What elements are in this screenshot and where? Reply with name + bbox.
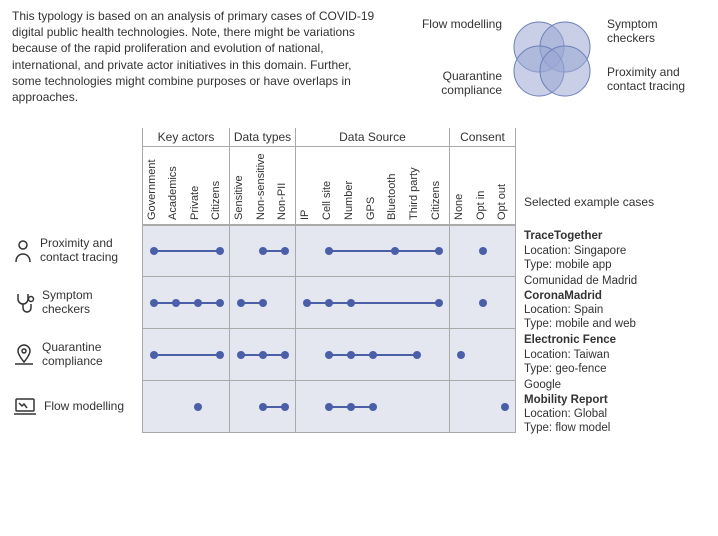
- row-label: Flow modelling: [12, 381, 142, 433]
- group-header: Consent: [450, 128, 516, 146]
- venn-diagram: Flow modelling Symptom checkers Quaranti…: [392, 8, 702, 118]
- typology-matrix: Key actorsData typesData SourceConsent G…: [12, 128, 706, 433]
- column-header: IP: [296, 147, 318, 224]
- data-dot: [150, 247, 158, 255]
- column-header: Citizens: [208, 147, 230, 224]
- table-row: Symptom checkers Comunidad de MadridCoron…: [12, 277, 706, 329]
- cell-group: [450, 329, 516, 381]
- cell-group: [450, 381, 516, 433]
- data-dot: [391, 247, 399, 255]
- data-dot: [281, 247, 289, 255]
- column-header: Number: [340, 147, 362, 224]
- column-header: Government: [143, 147, 165, 224]
- data-dot: [194, 299, 202, 307]
- data-dot: [325, 247, 333, 255]
- column-header: Cell site: [318, 147, 340, 224]
- venn-label-proximity: Proximity and contact tracing: [607, 66, 702, 94]
- data-dot: [347, 351, 355, 359]
- column-header: Opt out: [493, 147, 515, 224]
- row-label: Symptom checkers: [12, 277, 142, 329]
- table-row: Quarantine compliance Electronic FenceLoc…: [12, 329, 706, 381]
- cell-group: [296, 277, 450, 329]
- column-header: None: [450, 147, 472, 224]
- example-case: TraceTogetherLocation: SingaporeType: mo…: [516, 225, 656, 277]
- data-dot: [281, 351, 289, 359]
- data-dot: [259, 247, 267, 255]
- group-header: Key actors: [142, 128, 230, 146]
- data-dot: [479, 247, 487, 255]
- data-dot: [369, 351, 377, 359]
- cell-group: [142, 225, 230, 277]
- cell-group: [296, 329, 450, 381]
- data-dot: [194, 403, 202, 411]
- header-area: This typology is based on an analysis of…: [0, 0, 718, 120]
- column-header: Citizens: [427, 147, 449, 224]
- cell-group: [296, 381, 450, 433]
- column-header: Non-PII: [273, 147, 295, 224]
- data-dot: [479, 299, 487, 307]
- data-dot: [150, 299, 158, 307]
- cell-group: [450, 225, 516, 277]
- row-label: Proximity and contact tracing: [12, 225, 142, 277]
- data-dot: [216, 299, 224, 307]
- data-dot: [237, 299, 245, 307]
- data-dot: [457, 351, 465, 359]
- cell-group: [230, 329, 296, 381]
- data-dot: [237, 351, 245, 359]
- data-dot: [347, 299, 355, 307]
- data-dot: [435, 299, 443, 307]
- matrix-rows: Proximity and contact tracing TraceTogeth…: [12, 225, 706, 433]
- group-header: Data Source: [296, 128, 450, 146]
- cell-group: [230, 381, 296, 433]
- data-dot: [216, 351, 224, 359]
- cell-group: [142, 277, 230, 329]
- data-dot: [435, 247, 443, 255]
- data-dot: [303, 299, 311, 307]
- venn-svg: [502, 14, 602, 106]
- group-header: Data types: [230, 128, 296, 146]
- data-dot: [501, 403, 509, 411]
- cell-group: [142, 329, 230, 381]
- venn-label-quarantine: Quarantine compliance: [402, 70, 502, 98]
- table-row: Proximity and contact tracing TraceTogeth…: [12, 225, 706, 277]
- data-dot: [259, 351, 267, 359]
- column-headers: GovernmentAcademicsPrivateCitizensSensit…: [142, 147, 516, 225]
- column-header: Sensitive: [230, 147, 252, 224]
- venn-label-symptom: Symptom checkers: [607, 18, 702, 46]
- example-case: Comunidad de MadridCoronaMadridLocation:…: [516, 277, 656, 329]
- data-dot: [259, 403, 267, 411]
- cell-group: [450, 277, 516, 329]
- example-case: Electronic FenceLocation: TaiwanType: ge…: [516, 329, 656, 381]
- column-header: Academics: [165, 147, 187, 224]
- venn-label-flow: Flow modelling: [402, 18, 502, 32]
- selected-cases-header: Selected example cases: [516, 147, 656, 225]
- column-header: Third party: [405, 147, 427, 224]
- data-dot: [259, 299, 267, 307]
- column-header: Opt in: [472, 147, 494, 224]
- cell-group: [296, 225, 450, 277]
- cell-group: [230, 225, 296, 277]
- row-label: Quarantine compliance: [12, 329, 142, 381]
- column-header: Non-sensitive: [252, 147, 274, 224]
- data-dot: [413, 351, 421, 359]
- data-dot: [281, 403, 289, 411]
- intro-text: This typology is based on an analysis of…: [12, 8, 392, 120]
- column-header: GPS: [362, 147, 384, 224]
- example-case: GoogleMobility ReportLocation: GlobalTyp…: [516, 381, 656, 433]
- cell-group: [142, 381, 230, 433]
- group-headers: Key actorsData typesData SourceConsent: [142, 128, 516, 147]
- cell-group: [230, 277, 296, 329]
- data-dot: [325, 299, 333, 307]
- data-dot: [325, 403, 333, 411]
- data-dot: [369, 403, 377, 411]
- column-header: Private: [186, 147, 208, 224]
- data-dot: [172, 299, 180, 307]
- data-dot: [325, 351, 333, 359]
- data-dot: [216, 247, 224, 255]
- data-dot: [150, 351, 158, 359]
- table-row: Flow modelling GoogleMobility ReportLocat…: [12, 381, 706, 433]
- data-dot: [347, 403, 355, 411]
- column-header: Bluetooth: [383, 147, 405, 224]
